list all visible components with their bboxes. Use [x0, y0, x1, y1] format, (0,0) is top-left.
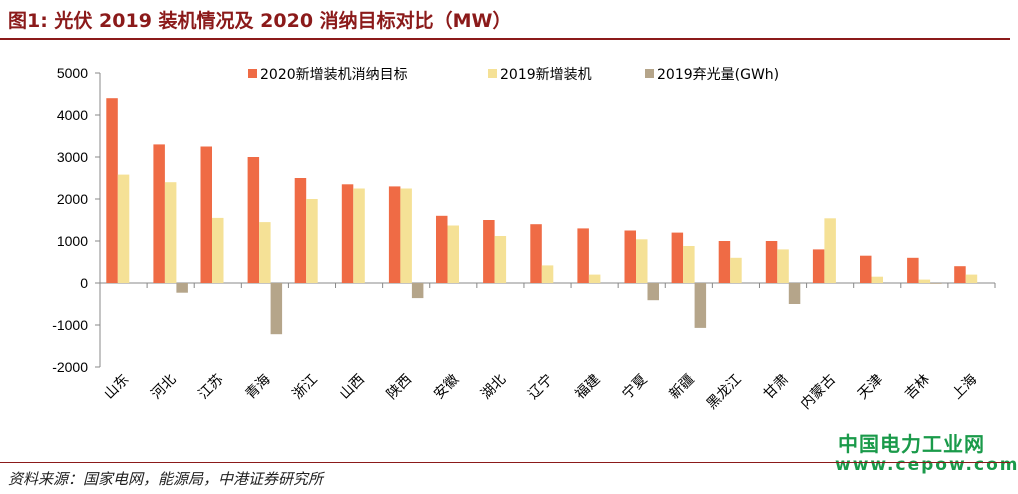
category-label: 辽宁	[525, 371, 557, 403]
bar-1-内蒙古	[812, 249, 825, 283]
bar-3-甘肃	[788, 283, 801, 304]
y-tick-label: 1000	[57, 233, 88, 249]
category-label: 内蒙古	[798, 372, 839, 413]
bar-1-浙江	[294, 178, 307, 283]
y-tick-label: -2000	[52, 359, 88, 375]
bar-1-天津	[860, 255, 872, 283]
bar-2-浙江	[306, 199, 318, 283]
chart-title: 图1: 光伏 2019 装机情况及 2020 消纳目标对比（MW）	[8, 10, 512, 32]
bar-1-宁夏	[624, 230, 636, 283]
bar-3-青海	[270, 283, 283, 335]
category-label: 新疆	[667, 372, 698, 403]
category-label: 吉林	[902, 372, 933, 403]
bar-1-安徽	[436, 215, 448, 283]
category-label: 天津	[855, 372, 886, 403]
category-label: 陕西	[384, 372, 415, 403]
bar-1-吉林	[907, 257, 919, 283]
bar-2-新疆	[683, 246, 695, 283]
watermark-name: 中国电力工业网	[838, 432, 985, 456]
bar-1-福建	[577, 228, 589, 283]
bar-2-福建	[588, 274, 601, 283]
y-tick-label: -1000	[52, 317, 88, 333]
legend-label-1: 2020新增装机消纳目标	[260, 67, 408, 83]
y-tick-label: 3000	[57, 149, 88, 165]
bar-2-陕西	[400, 188, 412, 283]
footer-divider	[0, 462, 1010, 463]
legend-swatch-1	[248, 69, 257, 78]
bar-3-陕西	[411, 283, 424, 299]
category-label: 江苏	[195, 372, 226, 403]
bar-1-甘肃	[765, 241, 778, 283]
category-label: 山东	[101, 372, 132, 403]
category-label: 山西	[337, 372, 368, 403]
legend: 2020新增装机消纳目标 2019新增装机 2019弃光量(GWh)	[248, 67, 779, 83]
bar-1-江苏	[200, 146, 212, 283]
bar-2-湖北	[494, 236, 507, 283]
bar-3-河北	[176, 283, 188, 293]
bar-1-辽宁	[530, 224, 542, 283]
bar-2-内蒙古	[824, 218, 836, 283]
bar-2-辽宁	[541, 265, 554, 283]
category-label: 安徽	[431, 372, 462, 403]
y-tick-label: 5000	[57, 65, 88, 81]
bar-2-宁夏	[636, 239, 648, 283]
bar-2-安徽	[447, 225, 459, 283]
category-label: 浙江	[290, 372, 321, 403]
legend-label-3: 2019弃光量(GWh)	[657, 67, 779, 83]
legend-swatch-2	[488, 69, 497, 78]
category-label: 河北	[148, 372, 179, 403]
bar-2-青海	[259, 222, 271, 283]
bars	[106, 98, 978, 335]
y-tick-label: 4000	[57, 107, 88, 123]
category-label: 宁夏	[619, 371, 651, 403]
category-label: 青海	[243, 372, 274, 403]
bar-2-河北	[164, 182, 177, 283]
bar-1-山西	[341, 184, 354, 283]
bar-2-吉林	[918, 279, 931, 283]
labels: -2000 -1000 0 1000 2000 3000 4000 5000 山东 河北 江苏 青海浙…	[52, 65, 980, 413]
bar-1-陕西	[388, 186, 401, 283]
y-tick-label: 0	[80, 275, 88, 291]
bar-2-江苏	[212, 217, 224, 283]
bar-chart: -2000 -1000 0 1000 2000 3000 4000 5000 山东 河北 江苏 青海浙…	[52, 65, 996, 413]
bar-1-上海	[954, 266, 966, 283]
bar-2-黑龙江	[730, 257, 742, 283]
category-label: 湖北	[478, 372, 509, 403]
bar-1-山东	[106, 98, 118, 283]
category-label: 黑龙江	[704, 372, 745, 413]
bar-3-新疆	[694, 283, 707, 328]
bar-2-甘肃	[777, 249, 789, 283]
legend-swatch-3	[645, 69, 654, 78]
source-note: 资料来源：国家电网，能源局，中港证券研究所	[8, 470, 324, 488]
bar-1-黑龙江	[718, 241, 731, 283]
bar-3-宁夏	[647, 283, 659, 301]
bar-2-山西	[353, 188, 365, 283]
bar-1-湖北	[483, 220, 495, 283]
legend-label-2: 2019新增装机	[500, 67, 592, 83]
bar-1-河北	[153, 144, 165, 283]
title-divider	[0, 38, 1010, 40]
bar-3-吉林	[930, 283, 942, 284]
y-tick-label: 2000	[57, 191, 88, 207]
bar-2-山东	[117, 174, 130, 283]
category-label: 福建	[572, 372, 603, 403]
category-label: 甘肃	[761, 372, 792, 403]
bar-2-天津	[871, 276, 883, 283]
axes	[95, 72, 996, 368]
bar-2-上海	[965, 274, 978, 283]
category-label: 上海	[949, 372, 980, 403]
bar-1-青海	[247, 157, 260, 283]
bar-1-新疆	[671, 232, 684, 283]
watermark-url: www.cepow.com	[835, 455, 1018, 475]
